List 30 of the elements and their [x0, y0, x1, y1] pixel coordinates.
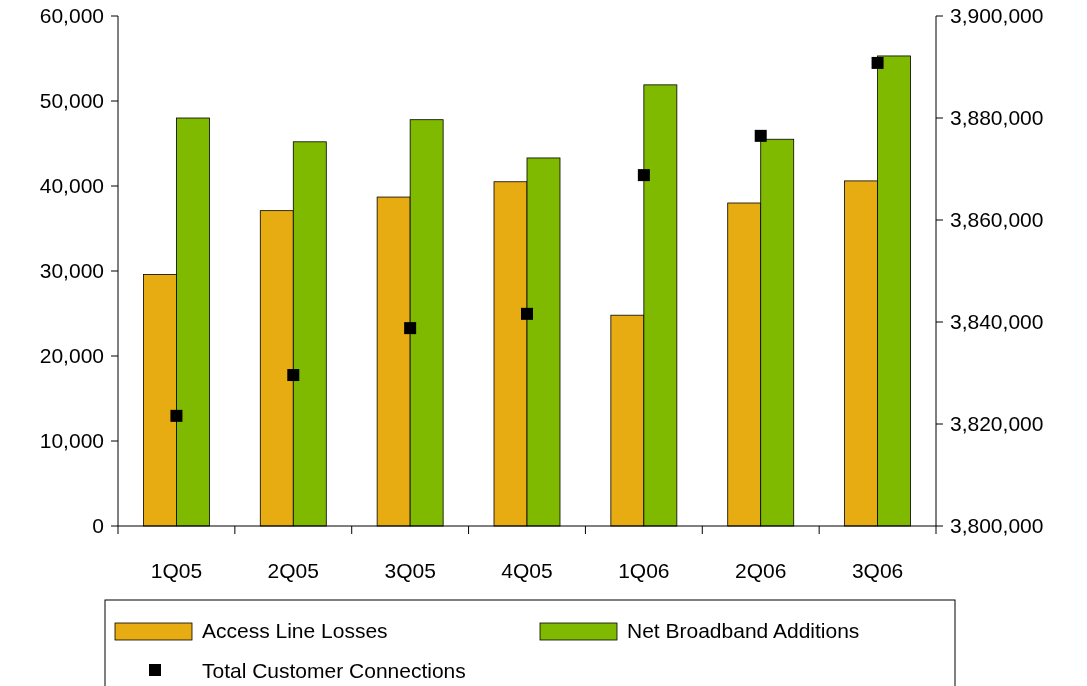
y2-tick-label: 3,840,000 [950, 310, 1044, 334]
y2-tick-label: 3,860,000 [950, 208, 1044, 232]
y2-tick-label: 3,820,000 [950, 412, 1044, 436]
legend-label: Access Line Losses [202, 619, 388, 643]
x-tick-label: 2Q05 [267, 559, 319, 582]
x-tick-label: 2Q06 [735, 559, 787, 582]
y2-tick-label: 3,900,000 [950, 4, 1044, 28]
x-tick-label: 1Q05 [150, 559, 203, 582]
y2-tick-label: 3,880,000 [950, 106, 1044, 130]
y2-tick-label: 3,800,000 [950, 514, 1044, 538]
point [287, 369, 300, 382]
legend-label: Net Broadband Additions [627, 619, 860, 643]
x-tick-label: 1Q06 [618, 559, 670, 582]
y-tick-label: 50,000 [39, 89, 104, 113]
x-tick-label: 3Q05 [384, 559, 436, 582]
x-tick-label: 4Q05 [501, 559, 553, 582]
x-tick-label: 3Q06 [851, 559, 904, 582]
point [404, 322, 417, 335]
point [754, 129, 767, 142]
y-tick-label: 0 [92, 514, 104, 538]
y-tick-label: 60,000 [39, 4, 104, 28]
y-tick-label: 40,000 [39, 174, 104, 198]
point [871, 56, 884, 69]
point [521, 307, 533, 320]
legend-label: Total Customer Connections [202, 659, 466, 683]
point [637, 169, 650, 182]
point [170, 409, 183, 422]
y-tick-label: 20,000 [39, 344, 104, 368]
y-tick-label: 10,000 [39, 429, 104, 453]
y-tick-label: 30,000 [39, 259, 104, 283]
